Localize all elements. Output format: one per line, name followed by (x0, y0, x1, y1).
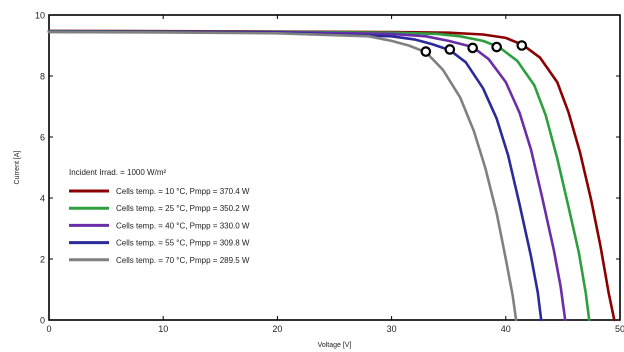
legend-label-2: Cells temp. = 25 °C, Pmpp = 350.2 W (116, 204, 250, 213)
x-tick-label: 20 (272, 324, 282, 334)
legend-title: Incident Irrad. = 1000 W/m² (69, 168, 166, 177)
y-tick-label: 6 (40, 133, 45, 143)
mpp-marker-5 (420, 46, 432, 57)
legend-label-5: Cells temp. = 70 °C, Pmpp = 289.5 W (116, 256, 250, 265)
mpp-marker-4 (444, 44, 456, 55)
y-tick-label: 0 (40, 316, 45, 326)
y-tick-label: 2 (40, 255, 45, 265)
x-tick-label: 10 (158, 324, 168, 334)
x-tick-label: 0 (46, 324, 51, 334)
legend-label-1: Cells temp. = 10 °C, Pmpp = 370.4 W (116, 187, 250, 196)
x-tick-label: 50 (615, 324, 624, 334)
y-tick-label: 10 (35, 11, 45, 21)
series-line-5 (47, 30, 518, 322)
x-tick-label: 30 (387, 324, 397, 334)
y-axis-label: Current [A] (14, 151, 21, 185)
mpp-marker-3 (467, 42, 478, 54)
legend-label-3: Cells temp. = 40 °C, Pmpp = 330.0 W (116, 221, 250, 230)
plot-frame (48, 14, 621, 321)
mpp-marker-1 (516, 40, 528, 51)
y-tick-label: 4 (40, 194, 45, 204)
legend-label-4: Cells temp. = 55 °C, Pmpp = 309.8 W (116, 239, 250, 248)
x-axis-label: Voltage [V] (318, 342, 352, 349)
x-tick-label: 40 (501, 324, 511, 334)
mpp-marker-2 (491, 41, 502, 53)
y-tick-label: 8 (40, 72, 45, 82)
